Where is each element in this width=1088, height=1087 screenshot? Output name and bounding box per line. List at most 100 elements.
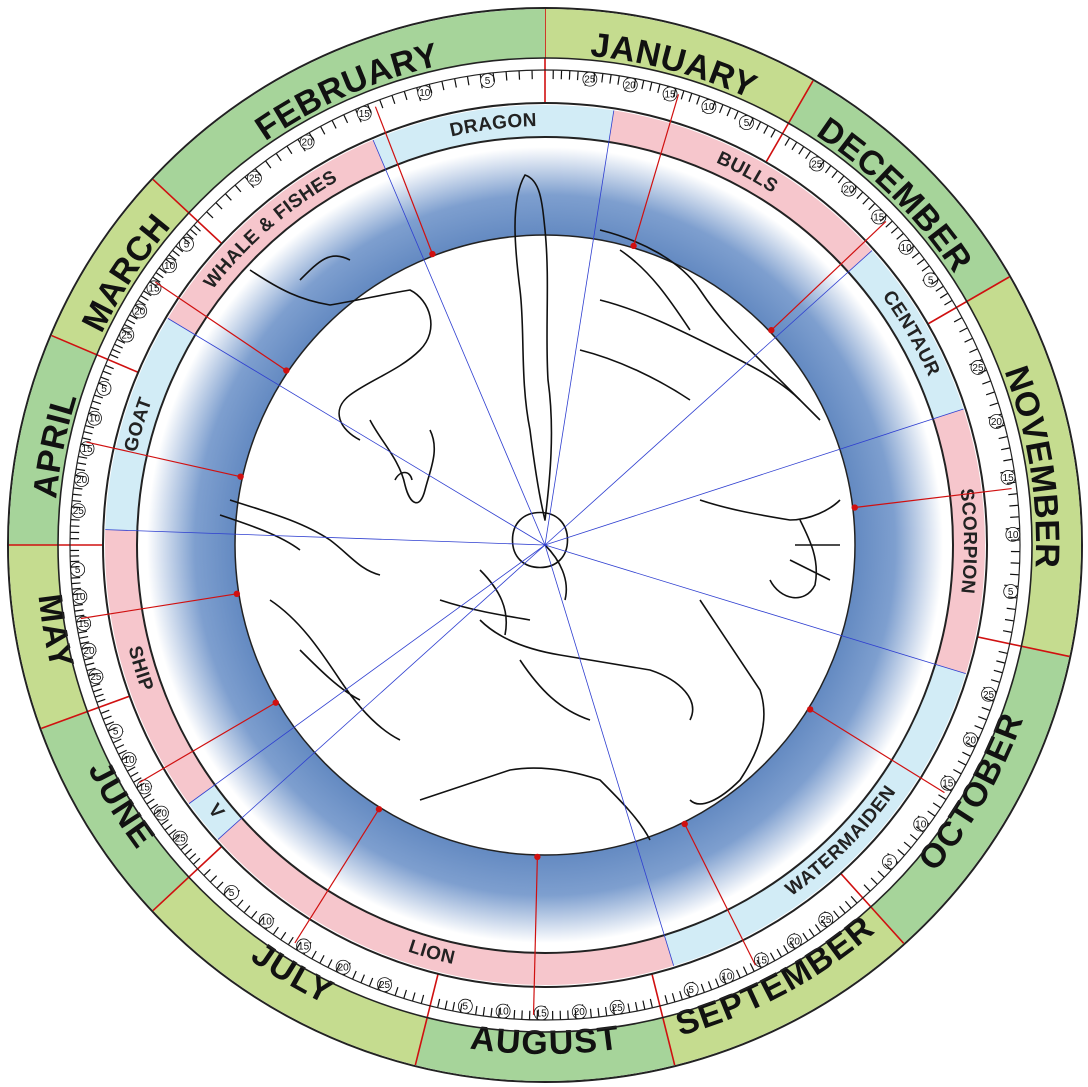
day-label: 5: [1003, 584, 1019, 599]
month-pointer-line: [86, 441, 241, 478]
day-label: 5: [179, 236, 194, 252]
day-tick: [168, 829, 177, 836]
day-tick: [998, 650, 1008, 655]
day-tick: [320, 126, 326, 135]
day-tick: [696, 95, 701, 105]
day-label-text: 5: [184, 240, 190, 251]
day-label-circle: [753, 952, 769, 968]
day-tick: [206, 211, 214, 219]
month-pointer-dot: [237, 473, 244, 480]
day-tick: [335, 963, 341, 972]
day-tick: [116, 338, 126, 344]
day-tick: [916, 258, 925, 266]
day-tick: [74, 609, 84, 612]
day-tick: [884, 863, 892, 871]
day-tick: [821, 919, 828, 928]
day-tick: [482, 1006, 486, 1017]
day-tick: [153, 808, 162, 815]
constellation-band-lion: [218, 818, 674, 985]
day-tick: [863, 884, 871, 892]
day-tick: [998, 435, 1008, 440]
month-pointer-dot: [681, 820, 688, 828]
day-tick: [1002, 630, 1013, 633]
day-label-text: 20: [76, 475, 88, 486]
day-tick: [733, 110, 739, 120]
constellation-figures-illustration: [219, 174, 841, 841]
day-label-circle: [154, 805, 169, 821]
day-tick: [505, 71, 508, 81]
day-tick: [85, 424, 95, 429]
day-label-circle: [119, 327, 135, 343]
constellation-band-goat: [105, 318, 196, 531]
day-tick: [209, 875, 218, 883]
day-tick: [989, 402, 999, 407]
day-tick: [627, 1003, 631, 1013]
day-tick: [105, 721, 115, 726]
day-label-text: 5: [101, 384, 107, 395]
month-label-august: AUGUST: [468, 1019, 621, 1062]
month-pointer-dot: [272, 699, 279, 706]
day-tick: [76, 468, 86, 472]
day-label: 5: [923, 272, 939, 288]
day-label: 25: [88, 669, 104, 685]
day-tick: [437, 998, 441, 1008]
meridian-line: [372, 139, 546, 546]
day-tick: [327, 959, 333, 968]
constellation-label-scorpion: SCORPION: [955, 487, 980, 595]
day-tick: [1004, 618, 1014, 622]
day-tick: [189, 228, 198, 236]
day-tick: [837, 175, 845, 184]
day-label: 15: [871, 209, 887, 225]
day-tick: [184, 848, 193, 856]
day-label-text: 15: [942, 779, 954, 790]
meridian-line: [167, 318, 546, 546]
day-tick: [459, 1003, 463, 1013]
day-tick: [126, 319, 136, 325]
day-tick: [411, 992, 416, 1002]
day-tick: [152, 276, 161, 283]
month-pointers: [80, 94, 1012, 1015]
day-tick: [454, 78, 457, 88]
day-tick: [978, 369, 987, 375]
day-tick: [802, 932, 809, 941]
day-tick: [466, 76, 470, 86]
day-tick: [188, 853, 197, 860]
day-tick: [798, 146, 805, 155]
day-tick: [182, 237, 191, 244]
day-tick: [441, 81, 445, 91]
month-pointer-dot: [534, 853, 541, 861]
month-segment-december: [788, 80, 1010, 302]
day-scale-ring: 25 20 15 10 5 25 20 15 10 5 25 20 15 10 5 25 20 15 10 5 25 20…: [69, 69, 1021, 1021]
day-scale-border: [69, 69, 1021, 1021]
day-tick: [770, 129, 776, 138]
month-divider: [51, 334, 152, 379]
day-label-text: 25: [811, 159, 823, 170]
month-segment-september: [662, 906, 904, 1066]
month-pointer-line: [633, 94, 680, 247]
day-tick: [680, 90, 685, 100]
month-pointer-line: [80, 593, 237, 620]
day-tick: [679, 990, 683, 1000]
day-tick: [959, 327, 968, 333]
day-tick: [73, 603, 83, 607]
day-tick: [85, 662, 95, 666]
meridian-line: [217, 544, 546, 840]
month-pointer-dot: [375, 805, 383, 813]
day-tick: [604, 1006, 608, 1017]
day-label-text: 15: [1003, 473, 1015, 484]
day-label-circle: [871, 209, 887, 225]
day-tick: [984, 697, 994, 702]
day-label-text: 25: [73, 506, 85, 517]
day-label: 15: [76, 616, 92, 631]
day-tick: [124, 323, 133, 330]
constellation-band-scorpion: [933, 409, 985, 674]
day-tick: [367, 104, 372, 113]
day-tick: [77, 462, 87, 465]
day-tick: [993, 669, 1003, 674]
day-tick: [1003, 458, 1013, 462]
day-tick: [72, 493, 82, 496]
month-pointer-line: [770, 221, 887, 331]
day-tick: [134, 304, 144, 311]
day-tick: [962, 751, 971, 757]
day-tick: [71, 576, 81, 579]
